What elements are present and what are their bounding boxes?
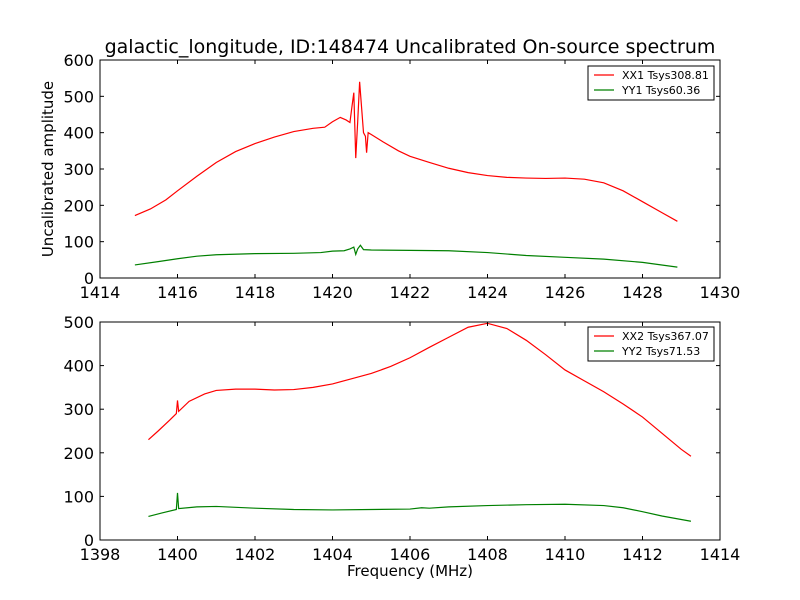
x-tick-label: 1412 — [622, 545, 663, 564]
legend: XX1 Tsys308.81 YY1 Tsys60.36 — [587, 65, 715, 101]
y-tick-label: 400 — [63, 124, 94, 143]
y-tick-label: 300 — [63, 400, 94, 419]
legend-box — [587, 65, 715, 101]
x-tick-label: 1422 — [390, 283, 431, 302]
x-tick-label: 1400 — [157, 545, 198, 564]
x-tick-label: 1404 — [312, 545, 353, 564]
legend-entry: XX1 Tsys308.81 — [622, 69, 709, 82]
series-line-1-1 — [134, 81, 678, 222]
y-tick-label: 100 — [63, 487, 94, 506]
series-line-1-2 — [134, 244, 678, 268]
y-tick-label: 200 — [63, 444, 94, 463]
x-tick-label: 1420 — [312, 283, 353, 302]
x-tick-label: 1414 — [700, 545, 741, 564]
legend-entry: YY1 Tsys60.36 — [621, 84, 700, 97]
y-tick-label: 500 — [63, 87, 94, 106]
legend-entry: YY2 Tsys71.53 — [621, 345, 700, 358]
x-tick-label: 1418 — [235, 283, 276, 302]
legend-box — [587, 326, 715, 362]
x-tick-label: 1416 — [157, 283, 198, 302]
top-panel: 1414 1416 1418 1420 1422 1424 1426 1428 1430 0 100… — [39, 51, 740, 302]
x-tick-label: 1428 — [622, 283, 663, 302]
x-tick-label: 1402 — [235, 545, 276, 564]
bottom-panel: 1398 1400 1402 1404 1406 1408 1410 1412 1414 0 100… — [63, 313, 740, 564]
x-axis-label: Frequency (MHz) — [347, 562, 473, 580]
x-tick-label: 1408 — [467, 545, 508, 564]
legend-entry: XX2 Tsys367.07 — [622, 330, 709, 343]
chart-title: galactic_longitude, ID:148474 Uncalibrat… — [105, 36, 716, 58]
y-tick-label: 0 — [84, 269, 94, 288]
legend: XX2 Tsys367.07 YY2 Tsys71.53 — [587, 326, 715, 362]
x-tick-label: 1430 — [700, 283, 741, 302]
y-tick-label: 200 — [63, 196, 94, 215]
x-tick-label: 1410 — [545, 545, 586, 564]
x-tick-label: 1426 — [545, 283, 586, 302]
y-tick-label: 300 — [63, 160, 94, 179]
y-tick-label: 100 — [63, 233, 94, 252]
y-tick-label: 600 — [63, 51, 94, 70]
x-tick-label: 1398 — [80, 545, 121, 564]
y-tick-label: 500 — [63, 313, 94, 332]
y-tick-label: 0 — [84, 531, 94, 550]
y-axis-label: Uncalibrated amplitude — [39, 81, 57, 257]
series-line-2-2 — [148, 492, 692, 522]
x-tick-label: 1406 — [390, 545, 431, 564]
x-tick-label: 1414 — [80, 283, 121, 302]
series-line-2-1 — [148, 322, 692, 457]
x-tick-label: 1424 — [467, 283, 508, 302]
y-tick-label: 400 — [63, 357, 94, 376]
